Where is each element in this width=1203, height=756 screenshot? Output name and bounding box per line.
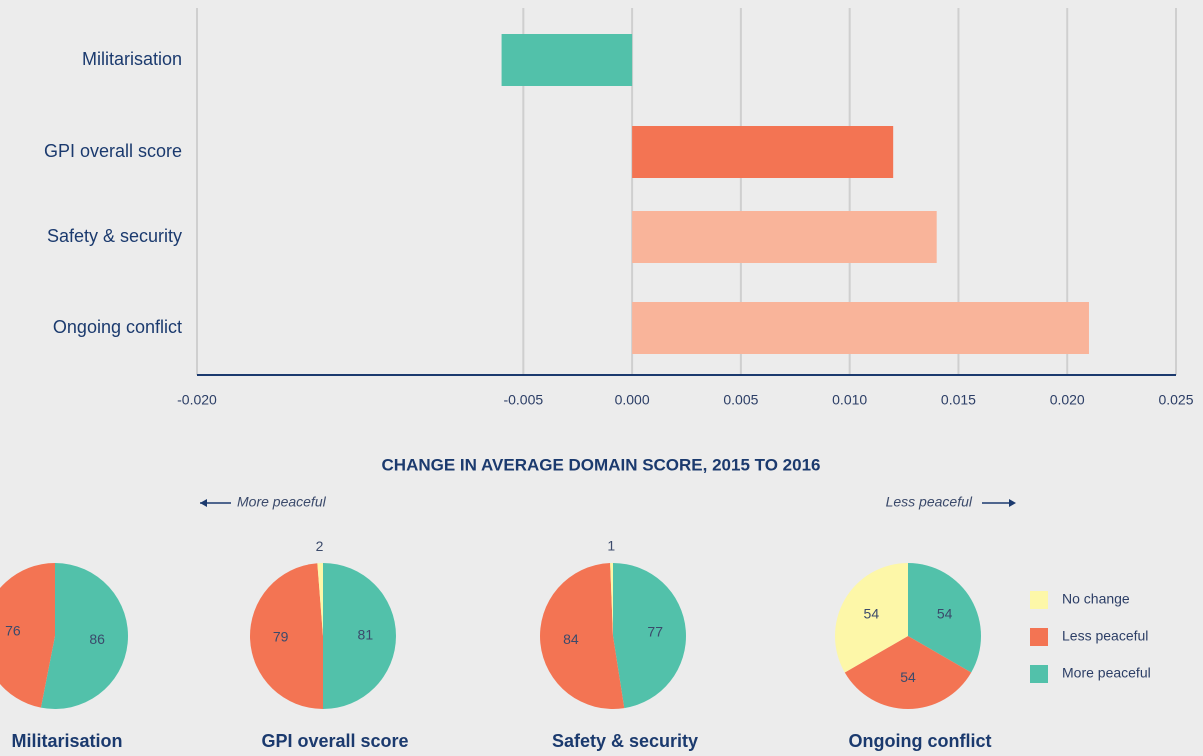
pie-title: Safety & security	[552, 731, 698, 751]
data-label: 76	[5, 623, 21, 639]
bar	[632, 302, 1089, 354]
pie-title: Militarisation	[11, 731, 122, 751]
arrow-head	[200, 499, 207, 507]
pie-title: GPI overall score	[261, 731, 408, 751]
x-axis-title: CHANGE IN AVERAGE DOMAIN SCORE, 2015 TO …	[382, 455, 821, 474]
legend-label: More peaceful	[1062, 665, 1151, 681]
pie-slice	[40, 563, 128, 709]
y-tick-label: GPI overall score	[44, 141, 182, 161]
data-label: 81	[358, 627, 374, 643]
pie-slice	[835, 563, 908, 673]
data-label: 84	[563, 631, 579, 647]
bar	[632, 211, 937, 263]
x-tick-label: 0.010	[832, 392, 867, 408]
legend-swatch	[1030, 591, 1048, 609]
x-tick-label: 0.020	[1050, 392, 1085, 408]
x-tick-label: -0.020	[177, 392, 217, 408]
legend-swatch	[1030, 665, 1048, 683]
y-tick-label: Militarisation	[82, 49, 182, 69]
bar	[632, 126, 894, 178]
x-tick-label: -0.005	[503, 392, 543, 408]
data-label: 86	[89, 631, 105, 647]
pie-slice	[613, 563, 686, 709]
bar	[501, 34, 633, 86]
data-label: 54	[937, 606, 953, 622]
pie-slice	[323, 563, 396, 709]
data-label: 54	[900, 669, 916, 685]
pie-slice	[908, 563, 982, 673]
x-tick-label: 0.015	[941, 392, 976, 408]
data-label: 54	[864, 606, 880, 622]
legend-label: No change	[1062, 591, 1130, 607]
data-label: 79	[273, 628, 289, 644]
legend-swatch	[1030, 628, 1048, 646]
x-tick-label: 0.005	[723, 392, 758, 408]
y-tick-label: Ongoing conflict	[53, 317, 182, 337]
data-label: 77	[647, 623, 663, 639]
legend-label: Less peaceful	[1062, 628, 1148, 644]
pie-slice	[610, 563, 613, 636]
data-label: 2	[316, 538, 324, 554]
pie-slice	[317, 563, 323, 636]
y-tick-label: Safety & security	[47, 226, 182, 246]
x-tick-label: 0.025	[1158, 392, 1193, 408]
annotation: More peaceful	[237, 494, 327, 510]
pie-slice	[250, 563, 323, 709]
annotation: Less peaceful	[886, 494, 973, 510]
x-tick-label: 0.000	[615, 392, 650, 408]
arrow-head	[1009, 499, 1016, 507]
pie-slice	[0, 563, 55, 708]
data-label: 1	[607, 538, 615, 554]
pie-slice	[540, 563, 625, 709]
pie-title: Ongoing conflict	[849, 731, 992, 751]
